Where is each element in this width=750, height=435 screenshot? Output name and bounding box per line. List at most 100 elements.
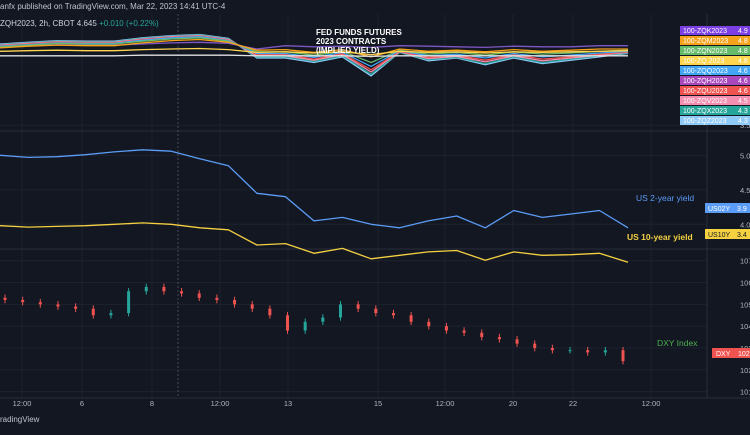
candle-down <box>515 339 519 344</box>
fed-price-tag <box>680 56 750 65</box>
candle-down <box>356 304 360 309</box>
fed-price-tag <box>680 116 750 125</box>
candle-down <box>21 300 25 303</box>
candle-down <box>409 315 413 322</box>
us10y-line <box>0 222 629 263</box>
yield-price-tag-value: 3.4 <box>737 232 747 239</box>
candle-down <box>215 297 219 300</box>
fed-price-tag <box>680 106 750 115</box>
candle-down <box>391 313 395 316</box>
yield-price-tag-label: US10Y <box>708 232 731 239</box>
candle-down <box>533 343 537 348</box>
time-tick-label: 15 <box>374 399 382 408</box>
price-tags: 3.55.04.54.0107106105104103102101100-ZQK… <box>680 26 750 397</box>
fed-title-line: (IMPLIED YIELD) <box>316 46 380 55</box>
time-tick-label: 12:00 <box>211 399 230 408</box>
candle-down <box>268 308 272 316</box>
fed-price-tag-label: 100-ZQK2023 <box>683 28 727 35</box>
price-tick-label: 4.5 <box>740 186 750 195</box>
time-tick-label: 13 <box>284 399 292 408</box>
candle-down <box>56 304 60 307</box>
candle-up <box>127 291 131 314</box>
yield-price-tag-label: US02Y <box>708 206 731 213</box>
candle-down <box>233 300 237 305</box>
fed-price-tag-label: 100-ZQX2023 <box>683 108 727 115</box>
candle-down <box>497 337 501 340</box>
symbol-legend[interactable]: ZQH2023, 2h, CBOT 4.645 +0.010 (+0.22%) <box>0 18 159 30</box>
candle-up <box>109 313 113 316</box>
treasury-yields-pane <box>0 149 629 263</box>
candle-up <box>144 286 148 292</box>
us10y-annotation: US 10-year yield <box>627 232 693 242</box>
candle-down <box>462 330 466 333</box>
price-tick-label: 107 <box>740 257 750 266</box>
dxy-annotation: DXY Index <box>657 338 698 348</box>
us2y-line <box>0 149 629 229</box>
publisher-bar: anfx published on TradingView.com, Mar 2… <box>0 0 500 14</box>
candle-down <box>162 286 166 292</box>
time-tick-label: 12:00 <box>642 399 661 408</box>
symbol-last: 4.645 <box>76 19 97 28</box>
fed-price-tag-value: 4.8 <box>738 48 748 55</box>
price-tick-label: 5.0 <box>740 151 750 160</box>
candle-down <box>197 293 201 298</box>
fed-price-tag-value: 4.6 <box>738 68 748 75</box>
fed-price-tag-value: 4.6 <box>738 78 748 85</box>
dxy-price-tag-label: DXY <box>716 351 731 358</box>
fed-price-tag-value: 4.8 <box>738 58 748 65</box>
fed-price-tag-label: 100-ZQV2023 <box>683 98 727 105</box>
price-tick-label: 105 <box>740 300 750 309</box>
fed-price-tag-label: 100-ZQM2023 <box>683 38 728 45</box>
price-tick-label: 102 <box>740 366 750 375</box>
fed-price-tag-value: 4.9 <box>738 28 748 35</box>
fed-price-tag <box>680 46 750 55</box>
fed-funds-series-line <box>0 47 629 56</box>
fed-price-tag-value: 4.8 <box>738 38 748 45</box>
fed-price-tag-value: 4.6 <box>738 88 748 95</box>
price-tick-label: 101 <box>740 388 750 397</box>
time-tick-label: 12:00 <box>436 399 455 408</box>
candle-up <box>303 321 307 331</box>
yield-price-tag-value: 3.9 <box>737 206 747 213</box>
grid-lines <box>0 14 707 398</box>
footer-bar: radingView <box>0 410 750 430</box>
symbol-name: ZQH2023, 2h, CBOT <box>0 19 75 28</box>
candle-down <box>91 308 95 316</box>
candle-down <box>427 321 431 327</box>
fed-price-tag-label: 100-ZQN2023 <box>683 48 727 55</box>
yield-price-tag <box>705 203 750 213</box>
fed-price-tag <box>680 36 750 45</box>
time-axis[interactable]: 12:00 6 8 12:00 13 15 12:00 20 22 12:00 <box>0 397 750 408</box>
candle-down <box>621 350 625 362</box>
yield-price-tag <box>705 229 750 239</box>
price-tick-label: 104 <box>740 322 750 331</box>
fed-price-tag-value: 4.3 <box>738 118 748 125</box>
symbol-change: +0.010 (+0.22%) <box>99 19 159 28</box>
fed-funds-series-line <box>0 54 628 57</box>
candle-down <box>444 326 448 331</box>
us2y-annotation: US 2-year yield <box>636 193 694 203</box>
price-tick-label: 106 <box>740 279 750 288</box>
candle-down <box>3 297 7 300</box>
fed-title: FED FUNDS FUTURES 2023 CONTRACTS (IMPLIE… <box>316 28 402 55</box>
candle-down <box>586 350 590 353</box>
candle-down <box>550 348 554 351</box>
fed-title-line: 2023 CONTRACTS <box>316 37 387 46</box>
time-tick-label: 22 <box>569 399 577 408</box>
candle-up <box>603 350 607 353</box>
candle-down <box>250 304 254 309</box>
fed-price-tag <box>680 66 750 75</box>
tradingview-brand: radingView <box>0 415 40 424</box>
candle-down <box>180 291 184 294</box>
time-tick-label: 12:00 <box>13 399 32 408</box>
candle-down <box>480 332 484 338</box>
time-tick-label: 20 <box>509 399 517 408</box>
fed-price-tag-label: 100-ZQQ2023 <box>683 68 728 75</box>
dxy-pane <box>3 283 625 365</box>
publisher-text: anfx published on TradingView.com, Mar 2… <box>0 2 226 11</box>
fed-price-tag-value: 4.3 <box>738 108 748 115</box>
time-tick-label: 8 <box>150 399 154 408</box>
fed-price-tag <box>680 86 750 95</box>
fed-funds-pane <box>0 33 629 77</box>
